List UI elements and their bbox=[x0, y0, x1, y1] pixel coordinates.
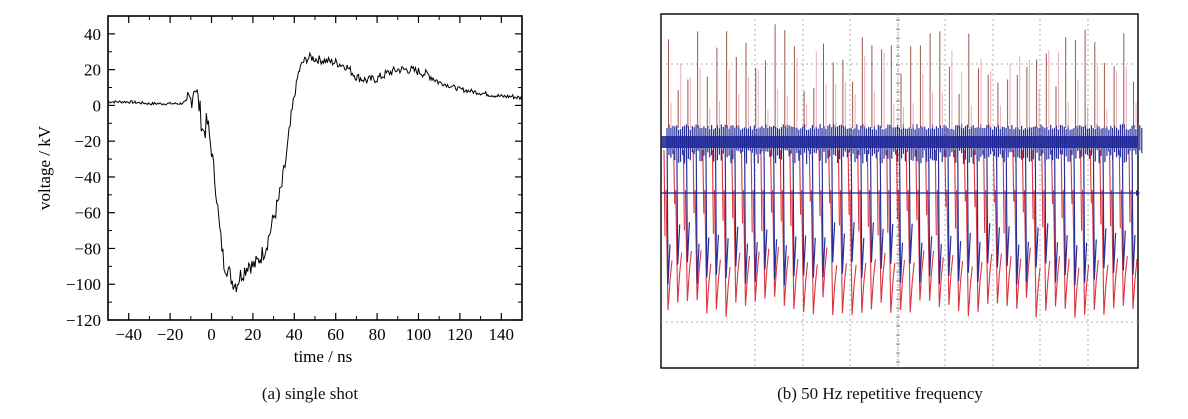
y-tick-label: −60 bbox=[74, 204, 101, 223]
x-tick-label: 120 bbox=[447, 325, 473, 344]
y-tick-label: −40 bbox=[74, 168, 101, 187]
caption-single-shot: (a) single shot bbox=[261, 384, 359, 403]
oscilloscope-screen bbox=[660, 13, 1143, 369]
voltage-trace bbox=[107, 51, 523, 293]
caption-repetitive-frequency: (b) 50 Hz repetitive frequency bbox=[777, 384, 983, 403]
y-tick-label: −120 bbox=[66, 311, 101, 330]
y-tick-label: 0 bbox=[93, 96, 102, 115]
x-tick-label: 0 bbox=[207, 325, 216, 344]
trace-red bbox=[663, 149, 1138, 318]
trace-pink bbox=[670, 50, 1137, 128]
y-tick-label: 40 bbox=[84, 25, 101, 44]
y-tick-label: −100 bbox=[66, 275, 101, 294]
chart-repetitive-frequency bbox=[640, 0, 1188, 414]
y-tick-label: 20 bbox=[84, 61, 101, 80]
y-tick-label: −80 bbox=[74, 239, 101, 258]
x-tick-label: 140 bbox=[489, 325, 515, 344]
chart-single-shot: −40 −20 0 20 40 60 80 100 120 140 40 20 0 −20 −40 −60 −8… bbox=[0, 0, 560, 414]
x-tick-label: 20 bbox=[244, 325, 261, 344]
x-tick-label: 80 bbox=[369, 325, 386, 344]
x-axis-label: time / ns bbox=[294, 347, 353, 366]
trace-marker bbox=[1136, 190, 1140, 196]
trace-blue-band bbox=[661, 136, 1138, 148]
x-tick-label: 60 bbox=[327, 325, 344, 344]
x-tick-label: 40 bbox=[286, 325, 303, 344]
x-tick-label: −40 bbox=[115, 325, 142, 344]
x-tick-label: 100 bbox=[406, 325, 432, 344]
x-tick-label: −20 bbox=[157, 325, 184, 344]
plot-area-single-shot: −40 −20 0 20 40 60 80 100 120 140 40 20 0 −20 −40 −60 −8… bbox=[35, 15, 523, 366]
y-tick-label: −20 bbox=[74, 132, 101, 151]
trace-brown bbox=[668, 24, 1134, 128]
y-axis-label: voltage / kV bbox=[35, 125, 54, 210]
